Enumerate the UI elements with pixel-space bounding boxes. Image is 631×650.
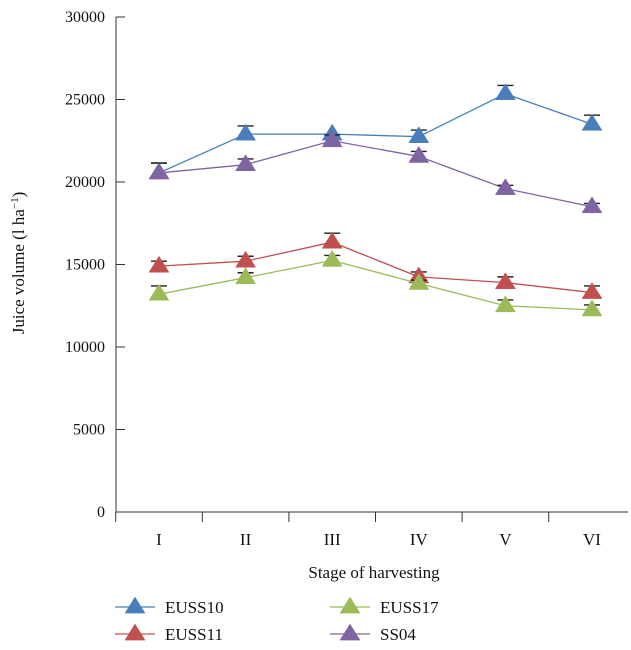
y-axis-title-close: ): [9, 192, 28, 198]
x-ticks: I II III IV V VI: [115, 512, 601, 549]
series-line: [158, 93, 593, 174]
y-tick-label: 0: [97, 504, 105, 521]
data-point: [148, 162, 170, 180]
x-tick-label: III: [324, 530, 341, 549]
x-axis-title: Stage of harvesting: [308, 563, 440, 582]
x-tick-label: II: [240, 530, 252, 549]
data-point: [148, 283, 170, 301]
data-point: [494, 178, 516, 195]
y-axis-title-unit-superscript: −1: [9, 197, 21, 209]
legend-label: EUSS10: [165, 598, 224, 617]
series-euss10: [148, 83, 603, 180]
data-point: [408, 146, 430, 163]
data-point: [581, 113, 603, 131]
series-euss11: [148, 231, 603, 299]
legend-item-ss04: SS04: [330, 623, 416, 644]
data-point: [321, 231, 343, 249]
y-ticks: 0 5000 10000 15000 20000 25000 30000: [65, 9, 125, 521]
data-point: [494, 272, 516, 289]
data-point: [581, 282, 603, 299]
series-line: [158, 140, 593, 208]
data-point: [321, 249, 343, 267]
series-ss04: [148, 130, 603, 214]
data-point: [321, 130, 343, 148]
series-line: [158, 259, 593, 311]
legend-label: SS04: [380, 625, 416, 644]
legend-marker: [339, 596, 361, 614]
data-point: [494, 295, 516, 313]
legend-marker: [339, 623, 361, 641]
data-point: [235, 267, 257, 285]
legend-marker: [124, 596, 146, 614]
y-tick-label: 5000: [73, 422, 105, 439]
series-euss17: [148, 249, 603, 317]
data-point: [581, 299, 603, 317]
legend-item-euss11: EUSS11: [115, 623, 223, 644]
legend-label: EUSS17: [380, 598, 439, 617]
y-tick-label: 10000: [65, 339, 105, 356]
x-tick-label: VI: [583, 530, 601, 549]
y-tick-label: 30000: [65, 9, 105, 26]
y-tick-label: 15000: [65, 257, 105, 274]
data-point: [408, 126, 430, 143]
x-tick-label: V: [499, 530, 512, 549]
x-tick-label: IV: [410, 530, 429, 549]
y-axis-title-text: Juice volume (l ha: [9, 209, 28, 335]
data-point: [235, 250, 257, 268]
y-axis-title: Juice volume (l ha−1): [9, 192, 28, 335]
data-point: [235, 154, 257, 172]
x-tick-label: I: [156, 530, 162, 549]
legend-label: EUSS11: [165, 625, 223, 644]
legend-marker: [124, 623, 146, 641]
data-point: [494, 83, 516, 101]
data-point: [148, 255, 170, 273]
data-point: [235, 123, 257, 141]
data-point: [581, 196, 603, 214]
data-point: [408, 273, 430, 290]
plot-area: [148, 83, 603, 317]
legend: EUSS10 EUSS11 EUSS17 SS04: [115, 596, 439, 644]
legend-item-euss10: EUSS10: [115, 596, 224, 617]
y-tick-label: 20000: [65, 174, 105, 191]
y-tick-label: 25000: [65, 92, 105, 109]
legend-item-euss17: EUSS17: [330, 596, 439, 617]
x-axis: I II III IV V VI: [115, 511, 628, 549]
y-axis: 0 5000 10000 15000 20000 25000 30000: [65, 9, 125, 521]
series-line: [158, 241, 593, 294]
